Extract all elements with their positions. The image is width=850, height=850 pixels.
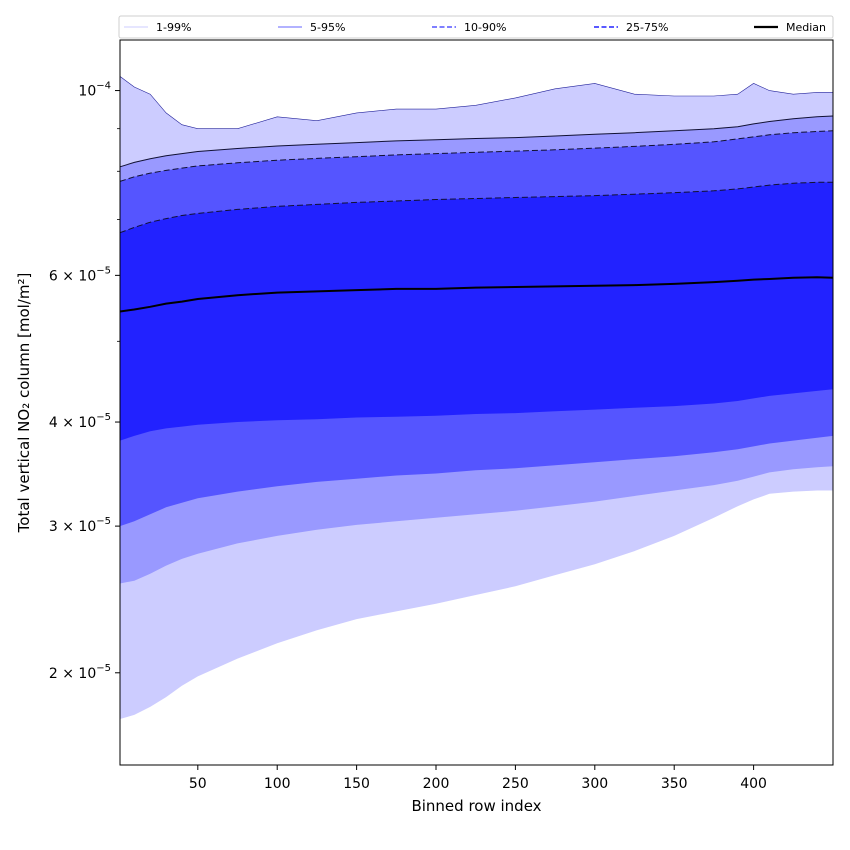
band-25-75% <box>120 182 833 441</box>
percentile-bands <box>120 76 833 719</box>
series-lines <box>119 76 834 313</box>
legend-label: 10-90% <box>464 21 506 34</box>
x-tick-label: 50 <box>189 776 207 792</box>
legend-label: 25-75% <box>626 21 668 34</box>
legend-frame <box>118 15 834 39</box>
legend-label: Median <box>786 21 826 34</box>
x-tick-label: 250 <box>502 776 529 792</box>
band-upper-edge-5-95% <box>119 115 834 168</box>
x-tick-label: 300 <box>581 776 608 792</box>
x-tick-label: 350 <box>661 776 688 792</box>
median-line <box>119 276 834 313</box>
x-tick-label: 200 <box>423 776 450 792</box>
legend-label: 5-95% <box>310 21 345 34</box>
y-tick-label: 4 × 10−5 <box>49 412 111 431</box>
x-axis-ticks: 50 100 150 200 250 300 350 400 <box>189 765 767 792</box>
x-tick-label: 150 <box>343 776 370 792</box>
y-tick-label: 10−4 <box>78 81 111 100</box>
band-upper-edge-25-75% <box>119 181 833 234</box>
x-tick-label: 100 <box>264 776 291 792</box>
band-upper-edge-10-90% <box>119 130 834 182</box>
plot-frame <box>119 39 834 766</box>
band-upper-edge-1-99% <box>119 76 833 129</box>
y-tick-label: 6 × 10−5 <box>49 265 111 284</box>
y-axis-label: Total vertical NO₂ column [mol/m²] <box>15 273 33 534</box>
legend-label: 1-99% <box>156 21 191 34</box>
y-axis-ticks: 2 × 10−5 3 × 10−5 4 × 10−5 6 × 10−5 10−4 <box>49 81 120 682</box>
y-tick-label: 3 × 10−5 <box>49 516 111 535</box>
x-axis-label: Binned row index <box>411 797 541 815</box>
legend: 1-99% 5-95% 10-90% 25-75% Median <box>118 15 834 39</box>
x-tick-label: 400 <box>740 776 767 792</box>
y-tick-label: 2 × 10−5 <box>49 663 111 682</box>
